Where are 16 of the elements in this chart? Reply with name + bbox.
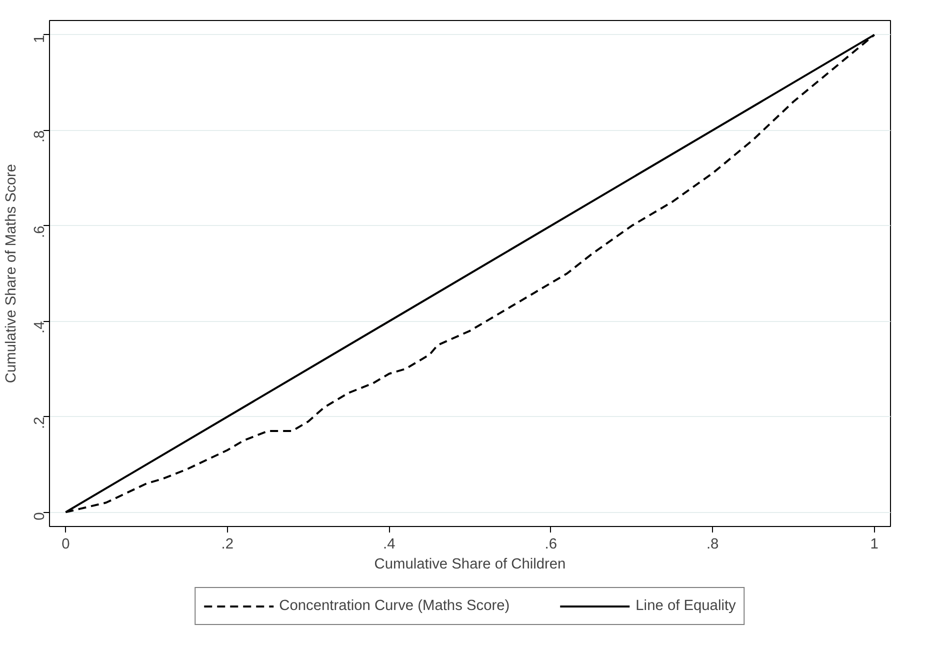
x-tick-label: .8 (706, 536, 719, 552)
x-tick-label: 1 (870, 536, 878, 552)
x-tick-label: .6 (544, 536, 557, 552)
x-tick-label: .4 (383, 536, 396, 552)
y-tick-label: 1 (32, 34, 48, 43)
y-tick-label: .8 (32, 130, 48, 143)
y-tick-label: .2 (32, 416, 48, 429)
y-tick-label: 0 (32, 512, 48, 520)
x-axis-title: Cumulative Share of Children (374, 556, 566, 572)
x-tick-label: .2 (221, 536, 234, 552)
legend-label: Line of Equality (636, 598, 736, 614)
y-tick-label: .6 (32, 226, 48, 238)
legend-label: Concentration Curve (Maths Score) (279, 598, 510, 614)
y-tick-label: .4 (32, 321, 48, 334)
x-tick-label: 0 (62, 536, 70, 552)
y-axis-title: Cumulative Share of Maths Score (4, 164, 20, 384)
